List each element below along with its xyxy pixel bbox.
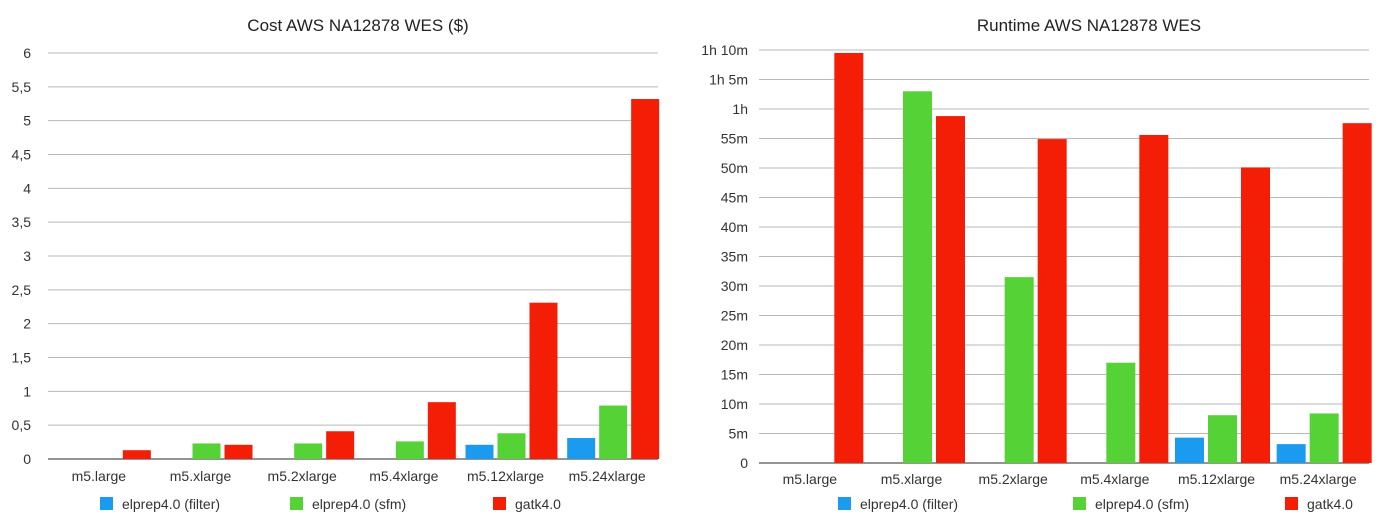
cost-bar-gatk4-0-m5-24xlarge bbox=[631, 99, 660, 459]
cost-bar-elprep4-0-filter-m5-24xlarge bbox=[567, 438, 596, 459]
cost-category-label: m5.2xlarge bbox=[268, 468, 337, 484]
runtime-legend-label: gatk4.0 bbox=[1307, 496, 1353, 512]
cost-bar-elprep4-0-filter-m5-12xlarge bbox=[465, 444, 494, 459]
cost-bar-elprep4-0-sfm-m5-4xlarge bbox=[395, 441, 424, 459]
cost-y-tick-label: 6 bbox=[23, 45, 31, 61]
runtime-bar-elprep4-0-filter-m5-24xlarge bbox=[1276, 444, 1306, 463]
cost-bar-elprep4-0-sfm-m5-2xlarge bbox=[294, 443, 323, 459]
runtime-y-tick-label: 40m bbox=[721, 219, 748, 235]
runtime-bar-elprep4-0-sfm-m5-12xlarge bbox=[1208, 415, 1237, 463]
runtime-legend-label: elprep4.0 (filter) bbox=[860, 496, 958, 512]
runtime-bar-gatk4-0-m5-24xlarge bbox=[1342, 123, 1372, 463]
runtime-legend-swatch bbox=[1285, 497, 1298, 510]
cost-y-tick-label: 0,5 bbox=[12, 417, 32, 433]
runtime-legend-swatch bbox=[1073, 497, 1086, 510]
cost-bar-gatk4-0-m5-2xlarge bbox=[326, 431, 355, 459]
cost-bar-elprep4-0-sfm-m5-xlarge bbox=[192, 443, 221, 459]
runtime-bar-gatk4-0-m5-12xlarge bbox=[1241, 167, 1270, 463]
runtime-y-tick-label: 35m bbox=[721, 249, 748, 265]
cost-legend-label: gatk4.0 bbox=[515, 496, 561, 512]
cost-y-tick-label: 4,5 bbox=[12, 147, 32, 163]
cost-y-tick-label: 2,5 bbox=[12, 282, 32, 298]
runtime-y-tick-label: 55m bbox=[721, 131, 748, 147]
cost-legend-swatch bbox=[290, 497, 303, 510]
runtime-chart: Runtime AWS NA12878 WES 0 5m 10m 15m 20m 25m 30… bbox=[701, 16, 1372, 512]
cost-chart-title: Cost AWS NA12878 WES ($) bbox=[247, 16, 468, 35]
cost-bar-gatk4-0-m5-4xlarge bbox=[427, 402, 456, 459]
cost-chart: Cost AWS NA12878 WES ($) 0 0,5 1 1,5 2 2,5 3 3,5… bbox=[12, 16, 660, 512]
cost-y-tick-label: 2 bbox=[23, 316, 31, 332]
cost-legend-swatch bbox=[493, 497, 506, 510]
cost-y-tick-label: 5 bbox=[23, 113, 31, 129]
cost-category-label: m5.large bbox=[72, 468, 127, 484]
cost-bar-gatk4-0-m5-large bbox=[122, 450, 151, 459]
runtime-y-tick-label: 0 bbox=[740, 455, 748, 471]
runtime-category-label: m5.12xlarge bbox=[1178, 471, 1255, 487]
runtime-y-tick-label: 20m bbox=[721, 337, 748, 353]
cost-bar-elprep4-0-sfm-m5-24xlarge bbox=[599, 405, 628, 459]
runtime-legend-swatch bbox=[838, 497, 851, 510]
runtime-y-tick-label: 5m bbox=[729, 426, 748, 442]
runtime-bar-elprep4-0-sfm-m5-4xlarge bbox=[1106, 362, 1136, 463]
cost-y-tick-label: 1,5 bbox=[12, 350, 32, 366]
runtime-category-label: m5.24xlarge bbox=[1280, 471, 1357, 487]
cost-legend-swatch bbox=[100, 497, 113, 510]
runtime-y-tick-label: 15m bbox=[721, 367, 748, 383]
runtime-chart-title: Runtime AWS NA12878 WES bbox=[977, 16, 1201, 35]
runtime-category-label: m5.large bbox=[783, 471, 838, 487]
runtime-legend-label: elprep4.0 (sfm) bbox=[1095, 496, 1189, 512]
runtime-y-tick-label: 25m bbox=[721, 308, 748, 324]
runtime-bar-gatk4-0-m5-4xlarge bbox=[1139, 134, 1169, 463]
runtime-y-tick-label: 45m bbox=[721, 190, 748, 206]
runtime-y-tick-label: 1h 10m bbox=[701, 42, 748, 58]
cost-category-label: m5.12xlarge bbox=[467, 468, 544, 484]
runtime-bar-elprep4-0-filter-m5-12xlarge bbox=[1175, 437, 1204, 463]
runtime-category-label: m5.2xlarge bbox=[979, 471, 1048, 487]
runtime-category-label: m5.4xlarge bbox=[1080, 471, 1149, 487]
cost-legend-label: elprep4.0 (sfm) bbox=[312, 496, 406, 512]
cost-bar-gatk4-0-m5-12xlarge bbox=[529, 302, 558, 459]
runtime-category-label: m5.xlarge bbox=[881, 471, 943, 487]
cost-y-tick-label: 0 bbox=[23, 451, 31, 467]
runtime-bar-elprep4-0-sfm-m5-2xlarge bbox=[1004, 277, 1034, 463]
runtime-y-tick-label: 10m bbox=[721, 396, 748, 412]
runtime-y-tick-label: 1h 5m bbox=[709, 72, 748, 88]
cost-y-tick-label: 4 bbox=[23, 180, 31, 196]
cost-y-tick-label: 3 bbox=[23, 248, 31, 264]
cost-category-label: m5.4xlarge bbox=[369, 468, 438, 484]
runtime-y-tick-label: 1h bbox=[732, 101, 748, 117]
runtime-y-tick-label: 50m bbox=[721, 160, 748, 176]
cost-y-tick-label: 1 bbox=[23, 383, 31, 399]
cost-category-label: m5.24xlarge bbox=[569, 468, 646, 484]
cost-category-label: m5.xlarge bbox=[170, 468, 232, 484]
runtime-bar-elprep4-0-sfm-m5-xlarge bbox=[903, 91, 932, 464]
cost-y-tick-label: 5,5 bbox=[12, 79, 32, 95]
cost-y-tick-label: 3,5 bbox=[12, 214, 32, 230]
runtime-bar-gatk4-0-m5-2xlarge bbox=[1037, 139, 1067, 463]
cost-legend-label: elprep4.0 (filter) bbox=[122, 496, 220, 512]
cost-bar-gatk4-0-m5-xlarge bbox=[224, 444, 253, 459]
runtime-y-tick-label: 30m bbox=[721, 278, 748, 294]
runtime-bar-gatk4-0-m5-large bbox=[834, 52, 864, 463]
runtime-bar-elprep4-0-sfm-m5-24xlarge bbox=[1309, 413, 1339, 463]
cost-bar-elprep4-0-sfm-m5-12xlarge bbox=[497, 433, 526, 459]
runtime-bar-gatk4-0-m5-xlarge bbox=[936, 116, 965, 463]
